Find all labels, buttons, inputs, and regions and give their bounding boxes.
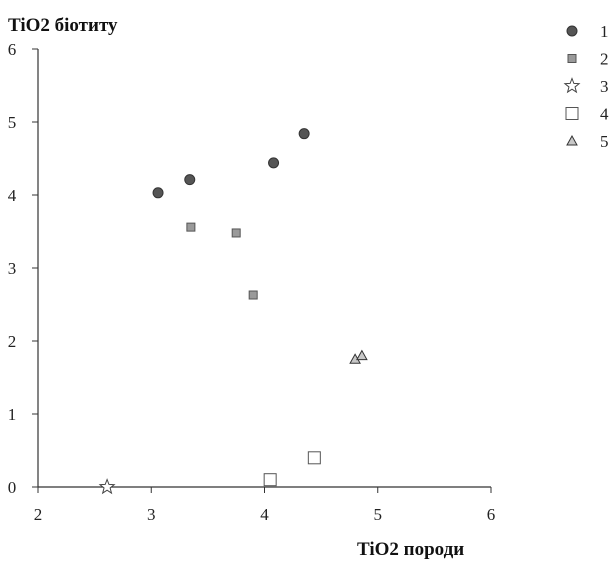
axes: 2 3 4 5 6 0 1 2 3 4 5 6 [8,40,496,524]
x-tick-label: 2 [34,505,43,524]
y-tick-label: 3 [8,259,17,278]
y-axis-title: TiO2 біотиту [8,15,118,36]
y-tick-label: 4 [8,186,17,205]
y-tick-label: 1 [8,405,17,424]
x-axis-title: TiO2 породи [357,539,464,560]
legend-label-4: 4 [600,105,609,124]
legend-marker-5 [566,134,578,146]
legend-marker-1 [566,25,578,37]
data-point-series-5 [356,349,368,361]
legend-marker-3 [563,77,581,94]
data-point-series-2 [186,222,196,232]
y-tick-label: 0 [8,478,17,497]
x-tick-label: 3 [147,505,156,524]
legend-label-1: 1 [600,22,609,41]
data-points [98,128,368,495]
data-point-series-2 [248,290,258,300]
legend: 1 2 3 4 5 [563,22,609,151]
legend-label-3: 3 [600,77,609,96]
legend-label-5: 5 [600,132,609,151]
data-point-series-3 [98,478,116,495]
x-tick-label: 6 [487,505,496,524]
data-point-series-1 [268,157,280,169]
data-point-series-1 [152,187,164,199]
data-point-series-1 [298,128,310,140]
x-tick-label: 4 [260,505,269,524]
legend-marker-4 [565,107,579,120]
data-point-series-4 [263,473,277,487]
legend-label-2: 2 [600,50,609,69]
y-tick-label: 2 [8,332,17,351]
data-point-series-1 [184,174,196,186]
y-tick-label: 6 [8,40,17,59]
y-tick-label: 5 [8,113,17,132]
legend-marker-2 [567,54,577,63]
x-tick-label: 5 [374,505,383,524]
data-point-series-4 [307,451,321,465]
data-point-series-2 [231,228,241,238]
